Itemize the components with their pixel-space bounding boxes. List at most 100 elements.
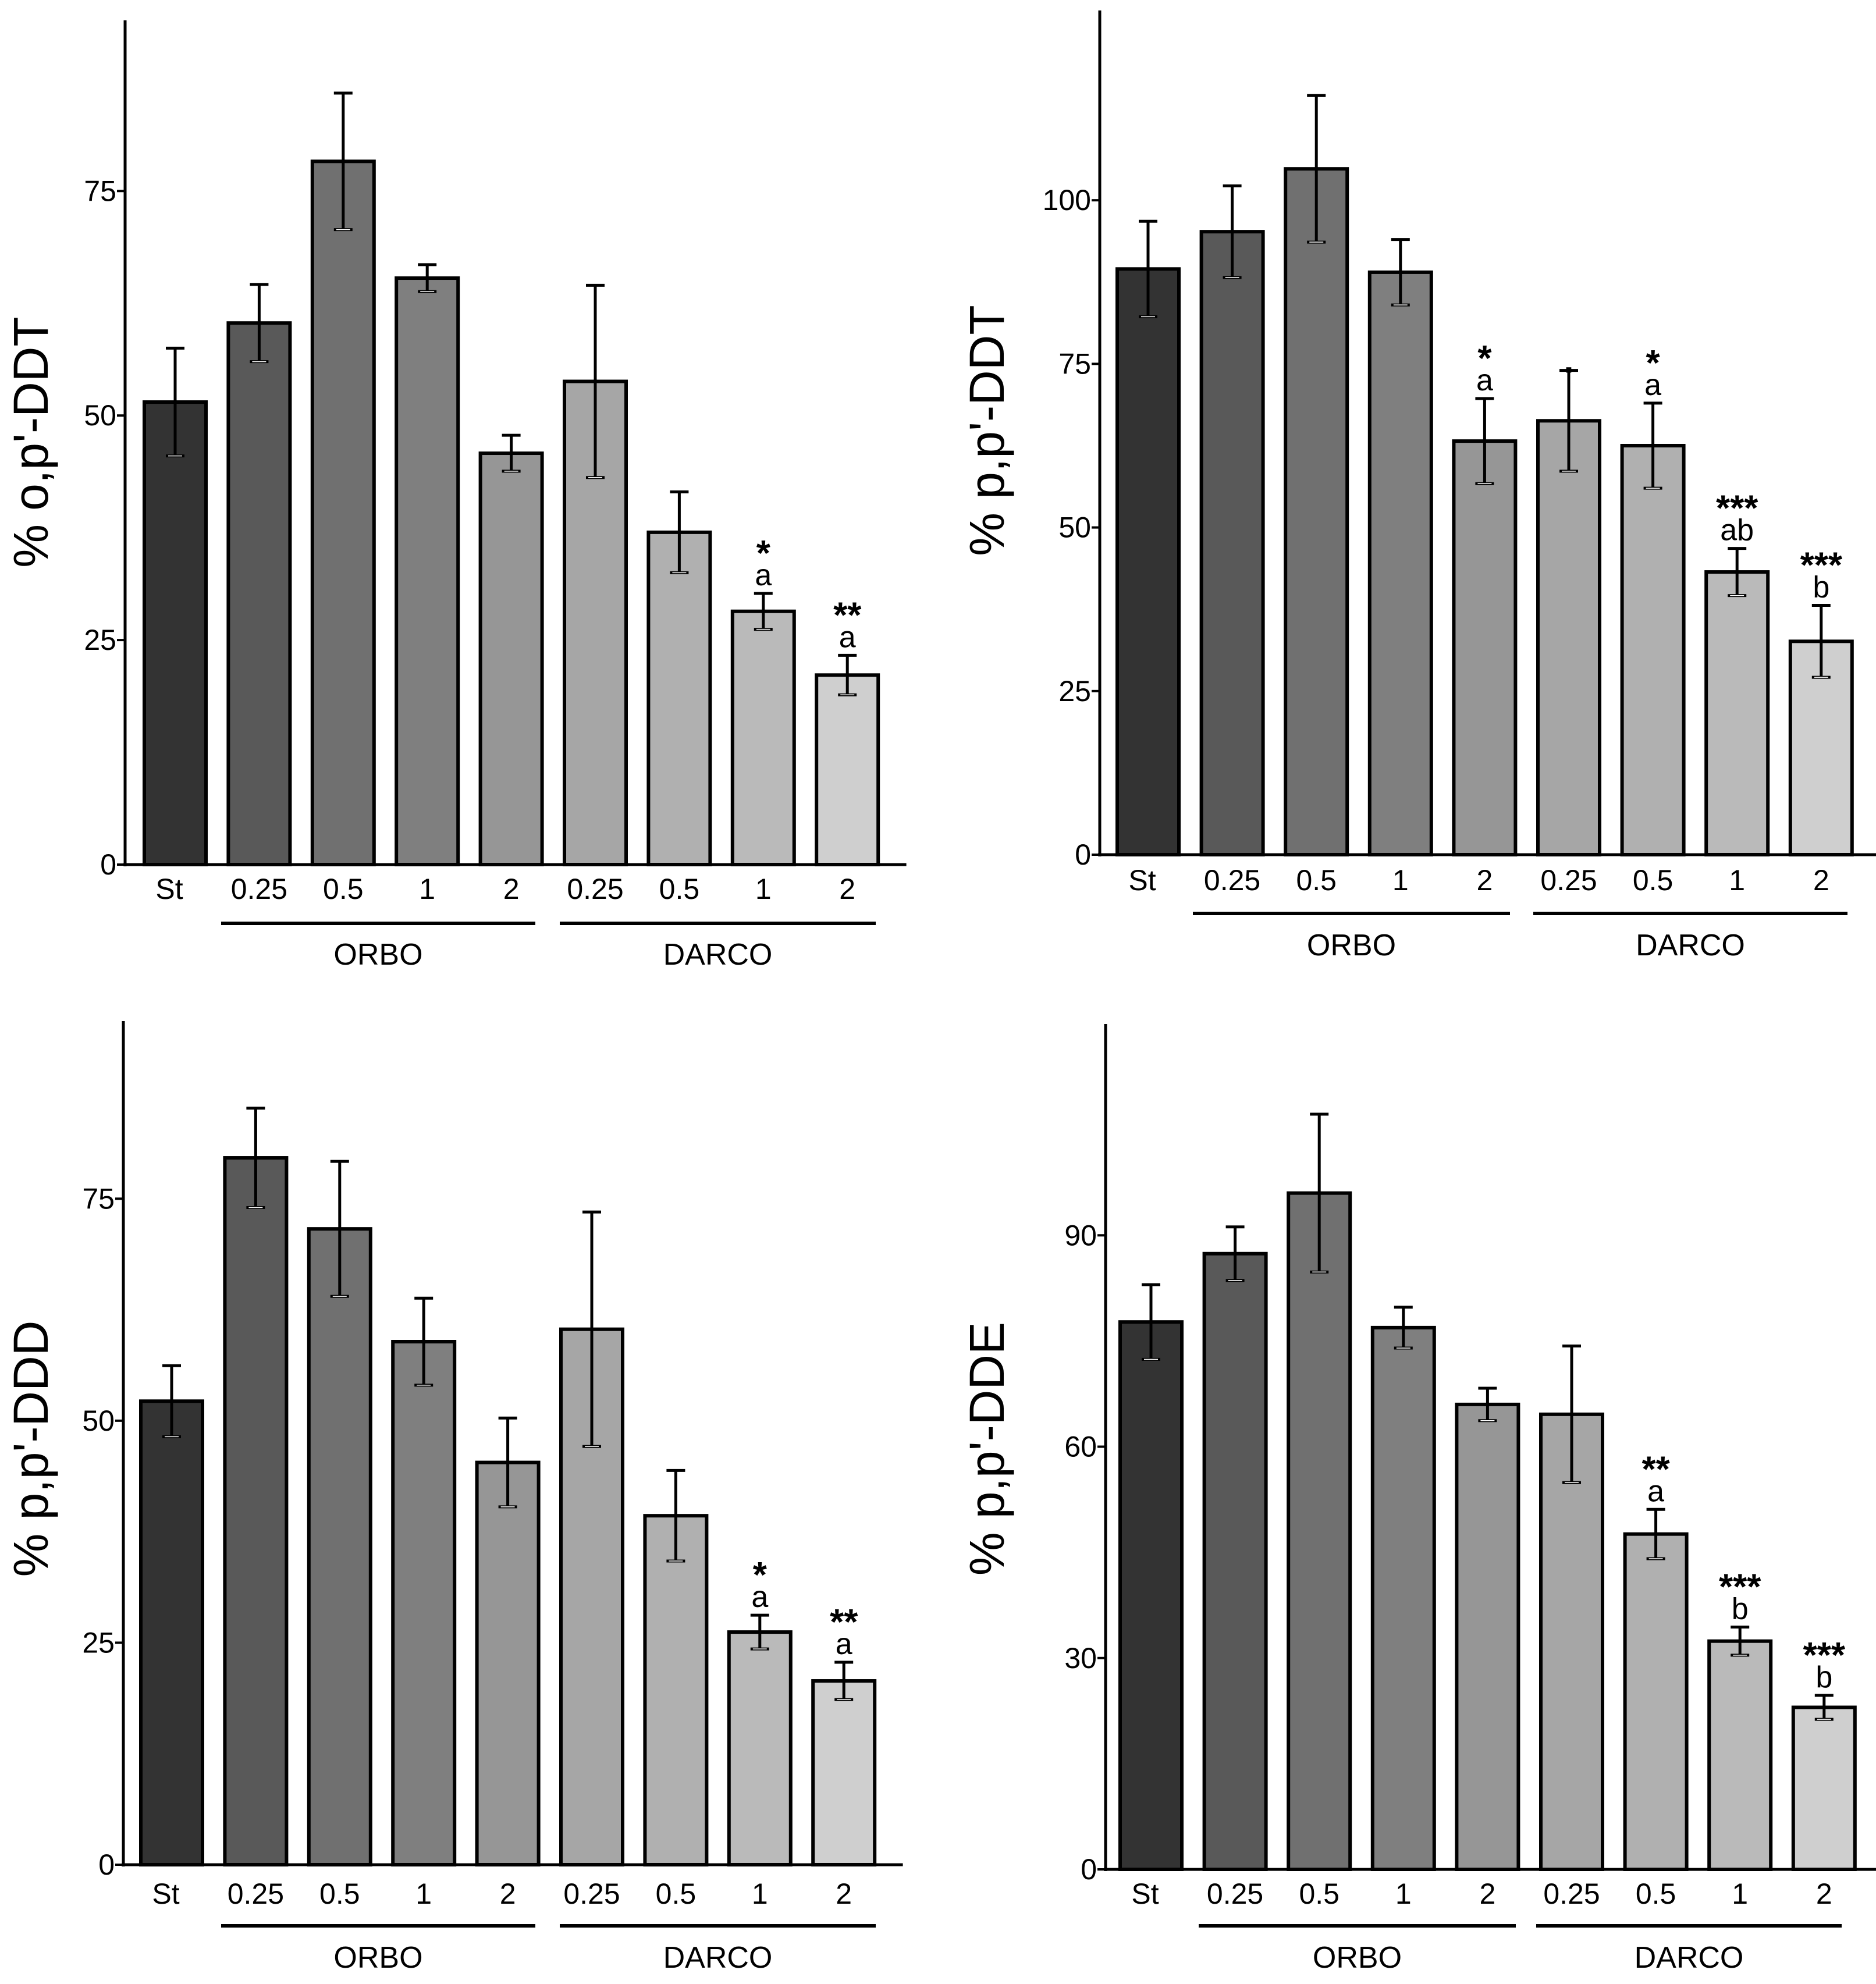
significance-letter: b [1815, 1661, 1832, 1694]
x-category-label: 1 [1395, 1878, 1412, 1910]
significance-stars: * [756, 534, 771, 574]
bar [1115, 267, 1181, 856]
panel-pp-dde: % p,p'-DDE 0 30 60 90 St 0.25 0.5 1 2 0.25 0.5 a** 1 b… [960, 1024, 1876, 1975]
group-label: ORBO [1307, 929, 1396, 962]
x-category-label: St [155, 873, 183, 905]
significance-stars: * [1477, 339, 1492, 379]
y-tick-label: 25 [84, 624, 116, 656]
x-category-label: 2 [1813, 864, 1829, 897]
bar [1620, 443, 1686, 856]
x-category-label: 1 [755, 873, 772, 905]
y-tick-label: 60 [1064, 1431, 1097, 1463]
bar [1367, 270, 1433, 856]
x-category-label: 1 [1392, 864, 1409, 897]
x-category-label: 0.5 [1299, 1878, 1340, 1910]
x-category-label: 1 [1732, 1878, 1748, 1910]
x-category-label: 0.25 [228, 1878, 284, 1910]
x-category-label: 1 [419, 873, 435, 905]
y-tick-label: 25 [1058, 675, 1091, 707]
bar [1791, 1705, 1857, 1871]
x-category-label: 0.5 [659, 873, 700, 905]
x-category-label: St [1131, 1878, 1159, 1910]
significance-stars: *** [1716, 489, 1758, 529]
significance-stars: . [1564, 341, 1573, 381]
x-category-label: 0.25 [1540, 864, 1597, 897]
significance-letter: a [836, 1627, 852, 1661]
bar [730, 609, 796, 866]
x-category-label: 0.25 [1204, 864, 1260, 897]
bar [395, 276, 460, 867]
x-category-label: 1 [1729, 864, 1745, 897]
x-category-label: 0.25 [1543, 1878, 1600, 1910]
y-tick-label: 50 [82, 1405, 115, 1437]
x-category-label: St [1128, 864, 1156, 897]
x-category-label: 2 [1816, 1878, 1832, 1910]
x-category-label: 2 [839, 873, 855, 905]
y-tick-label: 30 [1064, 1642, 1097, 1674]
y-tick-label: 0 [1075, 838, 1091, 871]
bar [1202, 1251, 1268, 1871]
x-category-label: 1 [415, 1878, 432, 1910]
y-tick-label: 90 [1064, 1219, 1097, 1251]
significance-stars: ** [1642, 1449, 1670, 1489]
significance-letter: a [1647, 1474, 1664, 1508]
significance-stars: *** [1803, 1635, 1846, 1676]
y-tick-label: 100 [1043, 184, 1091, 216]
significance-letter: a [839, 620, 856, 654]
significance-stars: ** [830, 1602, 858, 1642]
group-label: DARCO [663, 1941, 773, 1975]
significance-letter: a [755, 559, 772, 592]
bar [1199, 230, 1265, 857]
x-category-label: 0.5 [319, 1878, 360, 1910]
y-tick-label: 50 [84, 399, 116, 432]
bar [646, 530, 712, 866]
bar [1370, 1325, 1436, 1871]
bar [1707, 1639, 1773, 1871]
significance-stars: * [753, 1555, 768, 1595]
x-category-label: 0.25 [567, 873, 623, 905]
bar [1704, 570, 1770, 857]
bar [643, 1514, 709, 1867]
y-tick-label: 0 [100, 848, 116, 881]
x-category-label: 2 [503, 873, 520, 905]
y-axis-label: % p,p'-DDD [3, 1321, 58, 1577]
group-label: ORBO [1313, 1941, 1402, 1975]
bar [475, 1460, 541, 1866]
bar [143, 400, 208, 866]
x-category-label: 0.25 [1207, 1878, 1263, 1910]
x-category-label: 2 [1479, 1878, 1495, 1910]
bar [223, 1156, 289, 1866]
y-tick-label: 0 [1081, 1853, 1097, 1886]
x-category-label: 0.5 [1633, 864, 1674, 897]
y-axis-label: % o,p'-DDT [3, 317, 58, 567]
bar [811, 1679, 877, 1867]
significance-letter: ab [1720, 514, 1754, 547]
y-tick-label: 75 [82, 1182, 115, 1215]
bar [1536, 419, 1601, 856]
y-tick-label: 25 [82, 1626, 115, 1659]
y-axis-label: % p,p'-DDE [960, 1322, 1014, 1576]
group-label: ORBO [333, 1941, 422, 1975]
x-category-label: 2 [1476, 864, 1493, 897]
significance-stars: *** [1719, 1567, 1761, 1607]
x-category-label: 0.25 [231, 873, 287, 905]
y-tick-label: 75 [1058, 347, 1091, 380]
group-label: DARCO [1636, 929, 1745, 962]
significance-letter: a [1476, 364, 1493, 397]
x-category-label: 0.5 [323, 873, 364, 905]
x-category-label: 2 [500, 1878, 516, 1910]
significance-letter: a [751, 1580, 768, 1614]
significance-letter: a [1644, 368, 1661, 402]
group-label: ORBO [333, 938, 422, 972]
bar [1623, 1532, 1689, 1871]
bar [727, 1630, 793, 1866]
significance-stars: * [1646, 343, 1661, 383]
significance-letter: b [1732, 1592, 1749, 1626]
bar [478, 451, 544, 866]
x-category-label: St [152, 1878, 179, 1910]
group-label: DARCO [663, 938, 773, 972]
